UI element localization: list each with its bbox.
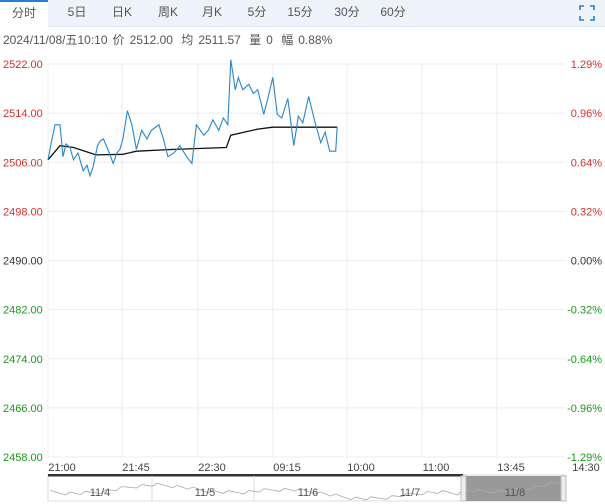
y-tick-label: 2522.00 — [3, 59, 43, 71]
y-tick-label: 2474.00 — [3, 354, 43, 366]
navigator-date: 11/4 — [90, 487, 111, 499]
y-tick-label: 2466.00 — [3, 403, 43, 415]
x-tick-label: 10:00 — [347, 462, 375, 474]
tab-4[interactable]: 月K — [201, 5, 222, 19]
navigator-track — [48, 474, 463, 477]
price-label: 价 — [112, 33, 125, 47]
navigator-handle[interactable] — [560, 475, 567, 502]
navigator-date: 11/5 — [195, 487, 216, 499]
y-tick-label: 2458.00 — [3, 452, 43, 464]
x-tick-label: 21:00 — [48, 462, 76, 474]
x-tick-label: 11:00 — [423, 462, 450, 474]
tab-2[interactable]: 日K — [111, 5, 132, 19]
tab-6[interactable]: 15分 — [287, 5, 313, 19]
x-tick-label: 22:30 — [198, 462, 226, 474]
price-line — [47, 59, 338, 178]
tab-7[interactable]: 30分 — [334, 5, 360, 19]
pct-tick-label: -0.96% — [567, 403, 602, 415]
pct-tick-label: 0.64% — [571, 157, 602, 169]
y-tick-label: 2490.00 — [3, 256, 43, 268]
x-tick-label: 09:15 — [273, 462, 301, 474]
avg-value: 2511.57 — [198, 33, 241, 47]
pct-tick-label: 0.00% — [571, 256, 602, 268]
tab-5[interactable]: 5分 — [247, 5, 267, 19]
change-value: 0.88% — [298, 33, 333, 47]
change-label: 幅 — [281, 33, 294, 47]
y-tick-label: 2506.00 — [3, 157, 43, 169]
datetime: 2024/11/08/五10:10 — [3, 33, 108, 47]
tab-3[interactable]: 周K — [157, 5, 178, 19]
y-tick-label: 2514.00 — [3, 108, 43, 120]
x-tick-label: 14:30 — [572, 462, 600, 474]
tab-1[interactable]: 5日 — [67, 5, 87, 19]
price-value: 2512.00 — [129, 33, 173, 47]
y-tick-label: 2498.00 — [3, 206, 43, 218]
navigator-sparkline — [49, 482, 561, 501]
avg-label: 均 — [181, 33, 194, 47]
pct-tick-label: 0.32% — [571, 206, 602, 218]
volume-value: 0 — [266, 33, 273, 47]
chart-tabs: 分时 5日 日K 周K 月K 5分 15分 30分 60分 — [0, 0, 605, 28]
pct-tick-label: -0.32% — [567, 305, 602, 317]
avg-price-line — [47, 126, 338, 161]
pct-tick-label: -1.29% — [567, 452, 602, 464]
navigator-handle[interactable] — [460, 475, 467, 502]
pct-tick-label: 0.96% — [571, 108, 602, 120]
navigator-date: 11/6 — [298, 487, 319, 499]
x-tick-label: 21:45 — [122, 462, 150, 474]
volume-label: 量 — [249, 33, 262, 47]
tab-0[interactable]: 分时 — [0, 0, 48, 28]
navigator-date: 11/8 — [505, 487, 526, 499]
tab-8[interactable]: 60分 — [380, 5, 406, 19]
pct-tick-label: 1.29% — [571, 59, 602, 71]
y-tick-label: 2482.00 — [3, 305, 43, 317]
x-tick-label: 13:45 — [497, 462, 525, 474]
navigator-date: 11/7 — [400, 487, 421, 499]
pct-tick-label: -0.64% — [567, 354, 602, 366]
fullscreen-icon[interactable] — [579, 5, 595, 21]
